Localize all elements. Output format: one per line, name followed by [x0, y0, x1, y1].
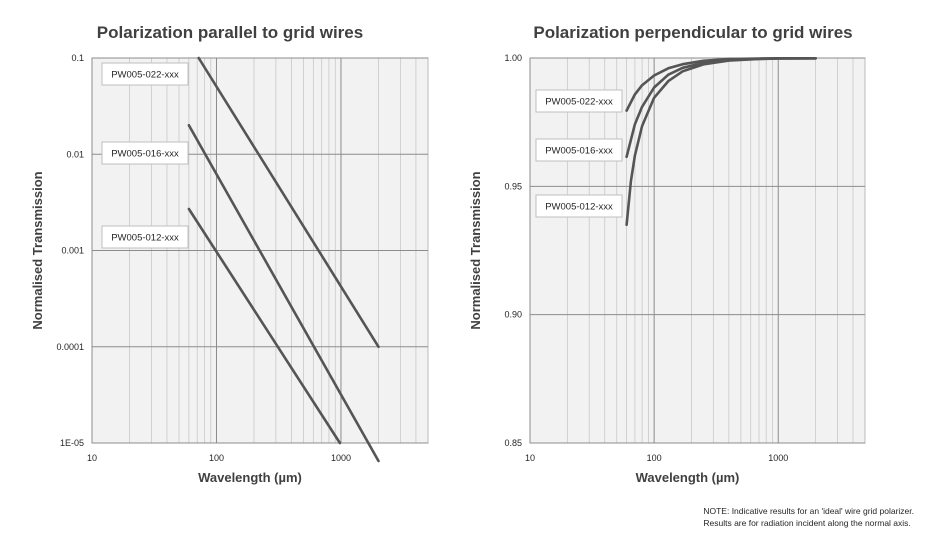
- series-line-3: [187, 207, 342, 445]
- series-label: PW005-012-xxx: [111, 233, 179, 244]
- y-tick-label: 0.95: [504, 181, 522, 191]
- series-label: PW005-022-xxx: [545, 97, 613, 108]
- x-tick-label: 10: [87, 453, 97, 463]
- x-tick-label: 100: [209, 453, 224, 463]
- series-label: PW005-016-xxx: [111, 149, 179, 160]
- chart-title: Polarization perpendicular to grid wires: [533, 23, 852, 42]
- chart-title: Polarization parallel to grid wires: [97, 23, 363, 42]
- x-tick-label: 100: [647, 453, 662, 463]
- y-tick-label: 0.01: [66, 149, 84, 159]
- y-tick-label: 1E-05: [60, 438, 84, 448]
- series-label-box: [535, 138, 623, 162]
- y-tick-label: 0.0001: [56, 342, 84, 352]
- y-tick-label: 0.85: [504, 438, 522, 448]
- y-axis-label: Normalised Transmission: [30, 171, 45, 329]
- x-tick-label: 1000: [331, 453, 351, 463]
- x-axis-label: Wavelength (µm): [198, 470, 302, 485]
- x-tick-label: 1000: [768, 453, 788, 463]
- y-tick-label: 1.00: [504, 53, 522, 63]
- note-box: NOTE: Indicative results for an 'ideal' …: [703, 505, 914, 529]
- y-tick-label: 0.90: [504, 310, 522, 320]
- series-label-box: [101, 141, 189, 165]
- series-label-box: [535, 89, 623, 113]
- series-label-box: [101, 62, 189, 86]
- x-tick-label: 10: [525, 453, 535, 463]
- series-label-box: [101, 225, 189, 249]
- series-line-1: [197, 56, 380, 349]
- series-label: PW005-016-xxx: [545, 146, 613, 157]
- series-label: PW005-012-xxx: [545, 202, 613, 213]
- y-tick-label: 0.1: [71, 53, 84, 63]
- series-label: PW005-022-xxx: [111, 70, 179, 81]
- plot-area: [529, 57, 866, 444]
- note-line-2: Results are for radiation incident along…: [703, 518, 911, 528]
- x-axis-label: Wavelength (µm): [636, 470, 740, 485]
- note-line-1: NOTE: Indicative results for an 'ideal' …: [703, 506, 914, 516]
- series-line-3: [625, 57, 817, 227]
- series-line-2: [187, 124, 380, 463]
- y-tick-label: 0.001: [61, 246, 84, 256]
- y-axis-label: Normalised Transmission: [468, 171, 483, 329]
- chart-1: 10 100 1000 0.1 0.01 0.001 0.0001 1E-05 Polariza…: [30, 23, 429, 485]
- chart-2: 10 100 1000 1.00 0.95 0.90 0.85 Polarization pe…: [468, 23, 866, 485]
- series-label-box: [535, 194, 623, 218]
